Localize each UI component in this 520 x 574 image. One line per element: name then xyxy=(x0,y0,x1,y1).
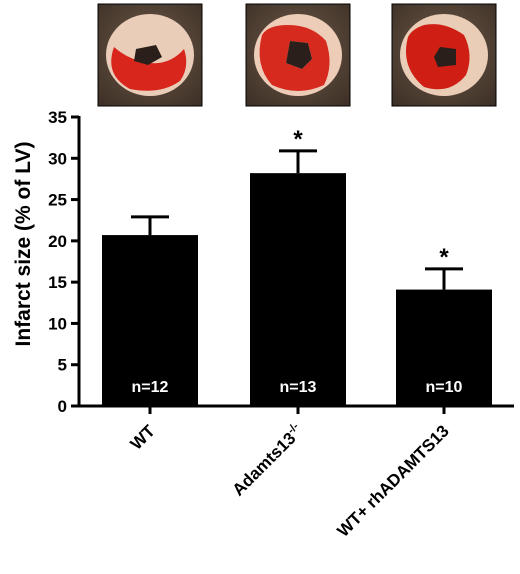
heart-section-photos xyxy=(97,3,497,107)
x-category-label: WT+ rhADAMTS13 xyxy=(334,421,453,540)
plot-area: n=12 n=13 * n=10 * 0 5 10 15 20 25 30 35 WT Adamts13-/… xyxy=(48,108,514,541)
y-axis-title: Infarct size (% of LV) xyxy=(12,142,35,347)
infarct-region xyxy=(111,47,187,91)
x-category-label: WT xyxy=(127,421,160,454)
y-tick-label: 15 xyxy=(48,273,67,292)
ventricle-lumen xyxy=(134,45,162,65)
y-tick-label: 5 xyxy=(58,356,67,375)
n-label: n=13 xyxy=(280,379,317,396)
bar xyxy=(250,173,346,406)
y-tick-label: 20 xyxy=(48,232,67,251)
bar xyxy=(396,289,492,406)
n-label: n=12 xyxy=(132,379,169,396)
y-tick-label: 25 xyxy=(48,191,67,210)
wt-heart-section xyxy=(97,3,203,107)
significance-marker: * xyxy=(439,244,449,271)
bar xyxy=(102,235,198,406)
y-tick-label: 0 xyxy=(58,397,67,416)
y-tick-label: 10 xyxy=(48,314,67,333)
ventricle-lumen xyxy=(434,47,456,67)
n-label: n=10 xyxy=(426,379,463,396)
x-category-label: Adamts13-/- xyxy=(228,420,307,499)
wt-rhadamts13-heart-section xyxy=(391,3,497,107)
infarct-region xyxy=(259,25,330,91)
y-tick-label: 35 xyxy=(48,108,67,127)
ventricle-lumen xyxy=(286,41,312,69)
adamts13-heart-section xyxy=(245,3,351,107)
significance-marker: * xyxy=(293,126,303,153)
y-tick-label: 30 xyxy=(48,149,67,168)
